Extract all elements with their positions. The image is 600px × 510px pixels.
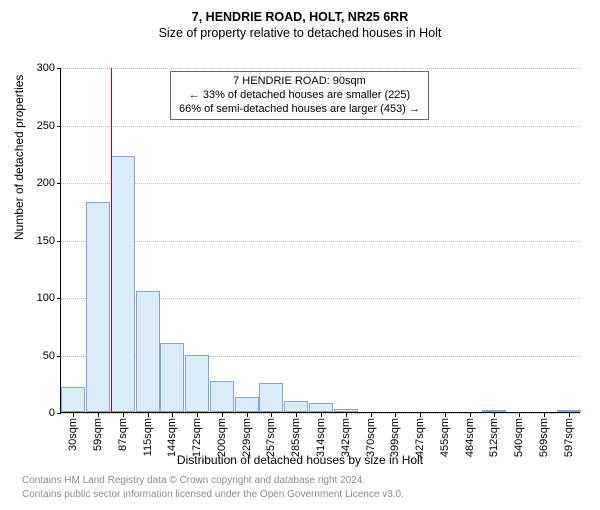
xtick-label: 30sqm	[67, 418, 79, 451]
xtick-mark	[123, 413, 124, 417]
histogram-bar	[334, 409, 358, 412]
xtick-label: 399sqm	[389, 418, 401, 457]
annotation-line-2: ← 33% of detached houses are smaller (22…	[179, 89, 420, 103]
chart-area: 05010015020025030030sqm59sqm87sqm115sqm1…	[60, 68, 580, 413]
histogram-bar	[235, 397, 259, 412]
xtick-label: 285sqm	[290, 418, 302, 457]
xtick-mark	[197, 413, 198, 417]
annotation-line-3: 66% of semi-detached houses are larger (…	[179, 103, 420, 117]
xtick-label: 172sqm	[191, 418, 203, 457]
xtick-label: 115sqm	[142, 418, 154, 456]
xtick-mark	[420, 413, 421, 417]
xtick-mark	[494, 413, 495, 417]
footer-line-1: Contains HM Land Registry data © Crown c…	[22, 475, 365, 486]
xtick-label: 455sqm	[439, 418, 451, 457]
ytick-mark	[57, 413, 61, 414]
xtick-label: 257sqm	[265, 418, 277, 457]
gridline	[61, 183, 580, 184]
xtick-mark	[222, 413, 223, 417]
ytick-mark	[57, 183, 61, 184]
xtick-mark	[271, 413, 272, 417]
xtick-label: 427sqm	[414, 418, 426, 457]
marker-line	[111, 68, 112, 412]
xtick-mark	[98, 413, 99, 417]
title-block: 7, HENDRIE ROAD, HOLT, NR25 6RR Size of …	[0, 10, 600, 40]
xtick-label: 342sqm	[340, 418, 352, 457]
footer-line-2: Contains public sector information licen…	[22, 489, 404, 500]
xtick-mark	[321, 413, 322, 417]
xtick-label: 200sqm	[216, 418, 228, 457]
y-axis-label: Number of detached properties	[12, 75, 26, 240]
gridline	[61, 68, 580, 69]
xtick-label: 144sqm	[166, 418, 178, 457]
xtick-mark	[296, 413, 297, 417]
ytick-label: 250	[15, 120, 55, 132]
ytick-label: 0	[15, 407, 55, 419]
ytick-mark	[57, 356, 61, 357]
histogram-bar	[557, 410, 581, 412]
xtick-label: 87sqm	[117, 418, 129, 451]
ytick-mark	[57, 68, 61, 69]
xtick-mark	[544, 413, 545, 417]
histogram-bar	[111, 156, 135, 412]
ytick-label: 50	[15, 350, 55, 362]
xtick-label: 540sqm	[513, 418, 525, 457]
xtick-mark	[371, 413, 372, 417]
gridline	[61, 126, 580, 127]
xtick-label: 512sqm	[488, 418, 500, 457]
histogram-bar	[284, 401, 308, 413]
histogram-bar	[259, 383, 283, 412]
xtick-label: 569sqm	[538, 418, 550, 457]
xtick-mark	[445, 413, 446, 417]
xtick-mark	[148, 413, 149, 417]
ytick-label: 200	[15, 177, 55, 189]
histogram-bar	[86, 202, 110, 412]
gridline	[61, 241, 580, 242]
histogram-bar	[210, 381, 234, 412]
xtick-label: 314sqm	[315, 418, 327, 457]
ytick-mark	[57, 298, 61, 299]
xtick-label: 59sqm	[92, 418, 104, 451]
address-line: 7, HENDRIE ROAD, HOLT, NR25 6RR	[0, 10, 600, 24]
xtick-mark	[569, 413, 570, 417]
annotation-line-1: 7 HENDRIE ROAD: 90sqm	[179, 75, 420, 89]
ytick-label: 150	[15, 235, 55, 247]
xtick-mark	[470, 413, 471, 417]
subtitle-line: Size of property relative to detached ho…	[0, 26, 600, 40]
xtick-mark	[172, 413, 173, 417]
ytick-label: 300	[15, 62, 55, 74]
xtick-label: 229sqm	[241, 418, 253, 457]
ytick-label: 100	[15, 292, 55, 304]
xtick-mark	[346, 413, 347, 417]
histogram-bar	[185, 355, 209, 413]
histogram-bar	[309, 403, 333, 412]
histogram-bar	[482, 410, 506, 412]
xtick-mark	[519, 413, 520, 417]
histogram-bar	[160, 343, 184, 412]
xtick-label: 370sqm	[365, 418, 377, 457]
xtick-label: 484sqm	[464, 418, 476, 457]
ytick-mark	[57, 126, 61, 127]
annotation-box: 7 HENDRIE ROAD: 90sqm ← 33% of detached …	[170, 71, 429, 120]
ytick-mark	[57, 241, 61, 242]
histogram-bar	[61, 387, 85, 412]
xtick-label: 597sqm	[563, 418, 575, 457]
xtick-mark	[395, 413, 396, 417]
x-axis-label: Distribution of detached houses by size …	[0, 453, 600, 467]
xtick-mark	[73, 413, 74, 417]
histogram-bar	[136, 291, 160, 412]
xtick-mark	[247, 413, 248, 417]
